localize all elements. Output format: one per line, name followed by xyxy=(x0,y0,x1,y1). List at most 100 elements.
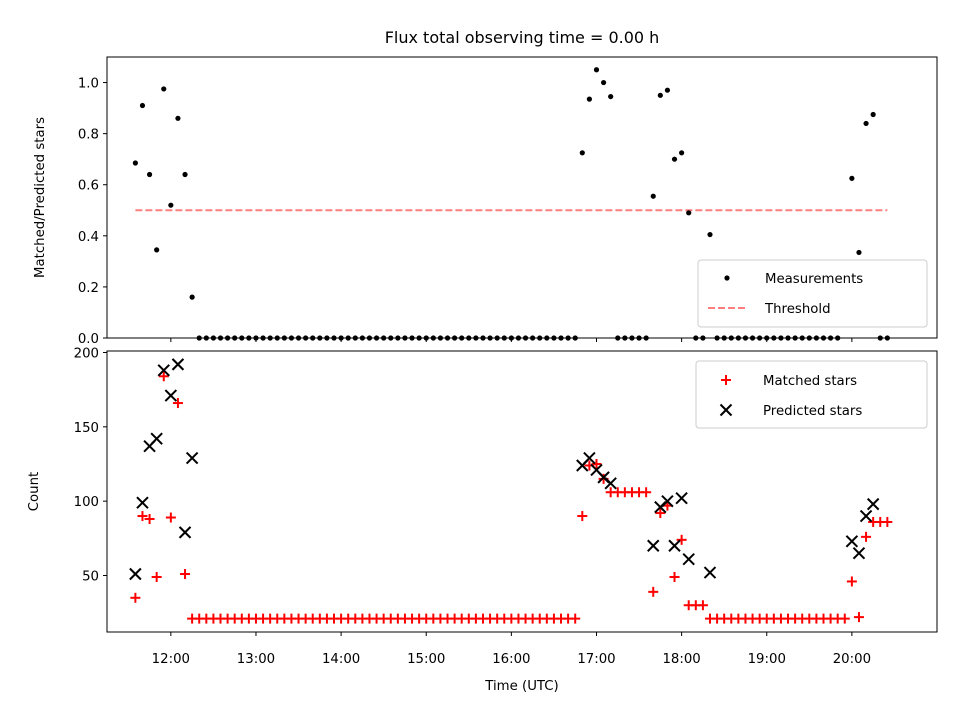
predicted-star-stroke-b xyxy=(150,432,163,445)
predicted-star-point xyxy=(845,535,859,548)
measurement-point xyxy=(863,120,869,127)
ratio-y-tick-label: 0.0 xyxy=(78,332,99,347)
x-axis-label: Time (UTC) xyxy=(484,679,559,694)
predicted-star-point xyxy=(178,526,192,539)
predicted-star-point xyxy=(604,477,617,490)
predicted-star-stroke-b xyxy=(164,389,178,402)
predicted-star-point xyxy=(852,546,866,560)
ratio-y-tick-label: 0.2 xyxy=(78,281,99,296)
measurement-point xyxy=(593,67,600,73)
predicted-star-stroke-b xyxy=(703,566,717,579)
predicted-star-point xyxy=(164,389,178,402)
predicted-star-point xyxy=(647,539,660,552)
predicted-star-point xyxy=(150,432,163,445)
predicted-star-stroke-b xyxy=(136,496,149,509)
chart-title: Flux total observing time = 0.00 h xyxy=(385,28,660,47)
predicted-star-stroke-b xyxy=(590,463,603,477)
count-y-tick-label: 150 xyxy=(74,421,99,436)
matched-star-point xyxy=(570,613,581,624)
count-legend: Matched stars Predicted stars xyxy=(695,360,928,429)
predicted-star-point xyxy=(703,566,717,579)
matched-star-point xyxy=(846,576,857,587)
count-y-tick-label: 50 xyxy=(82,570,99,585)
predicted-star-stroke-b xyxy=(583,451,596,465)
matched-star-point xyxy=(577,511,588,522)
count-x-tick-label: 13:00 xyxy=(237,652,275,667)
ratio-y-tick-label: 0.8 xyxy=(78,128,99,143)
predicted-star-stroke-b xyxy=(675,491,688,505)
predicted-star-stroke-b xyxy=(852,546,866,560)
predicted-star-point xyxy=(675,491,688,505)
matched-star-point xyxy=(165,512,176,523)
count-legend-box xyxy=(695,360,928,429)
measurement-point xyxy=(132,160,138,166)
predicted-star-stroke-b xyxy=(668,539,681,552)
count-x-tick-label: 12:00 xyxy=(152,652,190,667)
legend-measurements-label: Measurements xyxy=(765,272,863,287)
measurement-point xyxy=(146,171,153,178)
predicted-star-stroke-b xyxy=(647,539,660,552)
predicted-star-stroke-b xyxy=(129,567,142,581)
predicted-star-stroke-b xyxy=(859,509,873,523)
count-axes-frame xyxy=(106,350,938,633)
ratio-legend-box xyxy=(697,259,928,328)
matched-star-point xyxy=(853,612,864,623)
measurement-point xyxy=(856,249,862,256)
matched-star-point xyxy=(839,613,850,624)
predicted-star-stroke-b xyxy=(157,364,170,377)
legend-matched-marker xyxy=(721,375,731,385)
measurement-point xyxy=(168,202,174,208)
count-panel: 50 100 150 200 12:00 13:00 14:00 15:00 16:00 17:0… xyxy=(27,346,938,694)
predicted-star-point xyxy=(157,364,170,377)
legend-measurements-marker xyxy=(724,275,730,281)
ratio-legend: Measurements Threshold xyxy=(697,259,928,328)
predicted-star-stroke-b xyxy=(178,526,192,539)
predicted-star-stroke-b xyxy=(604,477,617,490)
matched-star-point xyxy=(697,600,708,611)
count-y-tick-label: 100 xyxy=(74,495,99,510)
count-y-tick-label: 200 xyxy=(74,346,99,361)
measurement-point xyxy=(650,193,656,199)
ratio-y-tick-label: 0.6 xyxy=(78,179,99,194)
measurement-point xyxy=(657,92,663,98)
matched-star-point xyxy=(137,511,148,522)
matched-star-point xyxy=(591,458,602,469)
predicted-star-point xyxy=(129,567,142,581)
predicted-star-point xyxy=(859,509,873,523)
predicted-star-stroke-b xyxy=(171,358,185,371)
legend-predicted-marker xyxy=(719,403,733,417)
predicted-star-stroke-b xyxy=(682,552,695,566)
predicted-star-point xyxy=(682,552,695,566)
count-x-tick-label: 19:00 xyxy=(748,652,786,667)
matched-star-point xyxy=(151,571,162,582)
count-x-tick-label: 14:00 xyxy=(322,652,360,667)
predicted-star-point xyxy=(185,451,199,465)
measurement-point xyxy=(161,86,167,92)
predicted-star-stroke-b xyxy=(597,471,610,484)
predicted-star-point xyxy=(171,358,185,371)
measurement-point xyxy=(870,111,876,118)
measurement-point xyxy=(579,150,585,156)
ratio-panel: 0.0 0.2 0.4 0.6 0.8 1.0 Matched/Predicted star… xyxy=(33,56,938,347)
matched-star-point xyxy=(144,514,155,525)
measurement-point xyxy=(600,79,607,86)
count-x-tick-label: 20:00 xyxy=(833,652,871,667)
measurement-point xyxy=(679,150,685,156)
matched-star-point xyxy=(882,516,893,527)
matched-star-point xyxy=(676,534,687,545)
measurement-point xyxy=(664,87,671,93)
measurement-point xyxy=(608,93,614,100)
measurement-point xyxy=(182,171,188,178)
matched-star-point xyxy=(158,371,169,382)
measurement-point xyxy=(154,247,160,253)
legend-predicted-stroke-b xyxy=(719,403,733,417)
matched-star-point xyxy=(861,531,872,542)
measurement-point xyxy=(707,231,713,238)
legend-threshold-label: Threshold xyxy=(764,302,831,317)
predicted-star-stroke-b xyxy=(185,451,199,465)
ratio-axes-frame xyxy=(106,56,938,339)
count-x-tick-label: 15:00 xyxy=(407,652,445,667)
predicted-star-point xyxy=(668,539,681,552)
measurement-point xyxy=(686,210,692,216)
